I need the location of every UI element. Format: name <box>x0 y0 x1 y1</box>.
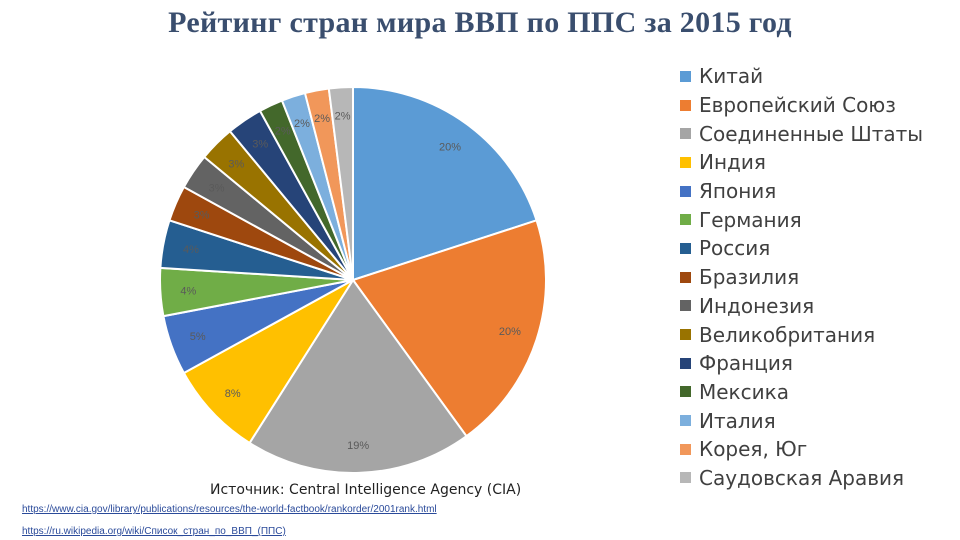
legend-label: Япония <box>699 179 777 204</box>
legend-swatch <box>680 156 691 168</box>
source-link-cia[interactable]: https://www.cia.gov/library/publications… <box>22 504 437 515</box>
legend-swatch <box>680 214 691 226</box>
data-label-европейский-союз: 20% <box>499 326 521 338</box>
legend-item-соединенные-штаты: Соединенные Штаты <box>680 119 923 148</box>
source-link-wikipedia[interactable]: https://ru.wikipedia.org/wiki/Список_стр… <box>22 526 286 537</box>
data-label-италия: 2% <box>294 118 310 130</box>
legend-swatch <box>680 271 691 283</box>
legend-label: Франция <box>699 351 793 376</box>
legend-label: Саудовская Аравия <box>699 465 905 490</box>
legend-swatch <box>680 300 691 312</box>
legend-item-бразилия: Бразилия <box>680 263 923 292</box>
legend-swatch <box>680 128 691 140</box>
legend-item-европейский-союз: Европейский Союз <box>680 91 923 120</box>
source-caption: Источник: Central Intelligence Agency (C… <box>210 482 522 498</box>
chart-legend: Китай Европейский Союз Соединенные Штаты Ин… <box>680 62 923 492</box>
data-label-великобритания: 3% <box>228 158 244 170</box>
legend-label: Италия <box>699 408 776 433</box>
legend-label: Россия <box>699 236 771 261</box>
legend-swatch <box>680 357 691 369</box>
pie-slice-европейский-союз <box>351 219 547 438</box>
legend-swatch <box>680 70 691 82</box>
legend-swatch <box>680 386 691 398</box>
legend-swatch <box>680 415 691 427</box>
legend-swatch <box>680 443 691 455</box>
legend-item-индонезия: Индонезия <box>680 292 923 321</box>
legend-label: Великобритания <box>699 322 876 347</box>
legend-swatch <box>680 99 691 111</box>
legend-label: Бразилия <box>699 265 800 290</box>
legend-item-индия: Индия <box>680 148 923 177</box>
data-label-россия: 4% <box>183 244 199 256</box>
data-label-китай: 20% <box>439 142 461 154</box>
pie-slice-саудовская-аравия <box>327 85 354 281</box>
legend-label: Европейский Союз <box>699 93 896 118</box>
data-label-корея-юг: 2% <box>314 113 330 125</box>
data-label-япония: 5% <box>190 331 206 343</box>
legend-item-япония: Япония <box>680 177 923 206</box>
pie-slice-индия <box>182 279 354 445</box>
legend-item-мексика: Мексика <box>680 378 923 407</box>
legend-label: Китай <box>699 64 764 89</box>
legend-item-франция: Франция <box>680 349 923 378</box>
legend-item-корея-юг: Корея, Юг <box>680 435 923 464</box>
pie-slice-соединенные-штаты <box>248 278 468 474</box>
legend-item-великобритания: Великобритания <box>680 320 923 349</box>
legend-label: Соединенные Штаты <box>699 121 924 146</box>
legend-label: Корея, Юг <box>699 437 808 462</box>
data-label-саудовская-аравия: 2% <box>335 110 351 122</box>
data-label-франция: 3% <box>252 139 268 151</box>
legend-item-германия: Германия <box>680 205 923 234</box>
legend-item-саудовская-аравия: Саудовская Аравия <box>680 464 923 493</box>
data-label-мексика: 2% <box>275 126 291 138</box>
pie-slice-китай <box>352 85 538 282</box>
legend-swatch <box>680 472 691 484</box>
legend-swatch <box>680 185 691 197</box>
data-label-германия: 4% <box>180 285 196 297</box>
data-label-индонезия: 3% <box>209 182 225 194</box>
legend-label: Мексика <box>699 379 789 404</box>
legend-swatch <box>680 242 691 254</box>
legend-label: Индонезия <box>699 293 815 318</box>
data-label-бразилия: 3% <box>194 209 210 221</box>
legend-swatch <box>680 329 691 341</box>
legend-item-китай: Китай <box>680 62 923 91</box>
legend-label: Индия <box>699 150 766 175</box>
legend-label: Германия <box>699 207 802 232</box>
legend-item-россия: Россия <box>680 234 923 263</box>
data-label-индия: 8% <box>225 388 241 400</box>
legend-item-италия: Италия <box>680 406 923 435</box>
chart-title: Рейтинг стран мира ВВП по ППС за 2015 го… <box>168 6 792 39</box>
data-label-соединенные-штаты: 19% <box>347 440 369 452</box>
